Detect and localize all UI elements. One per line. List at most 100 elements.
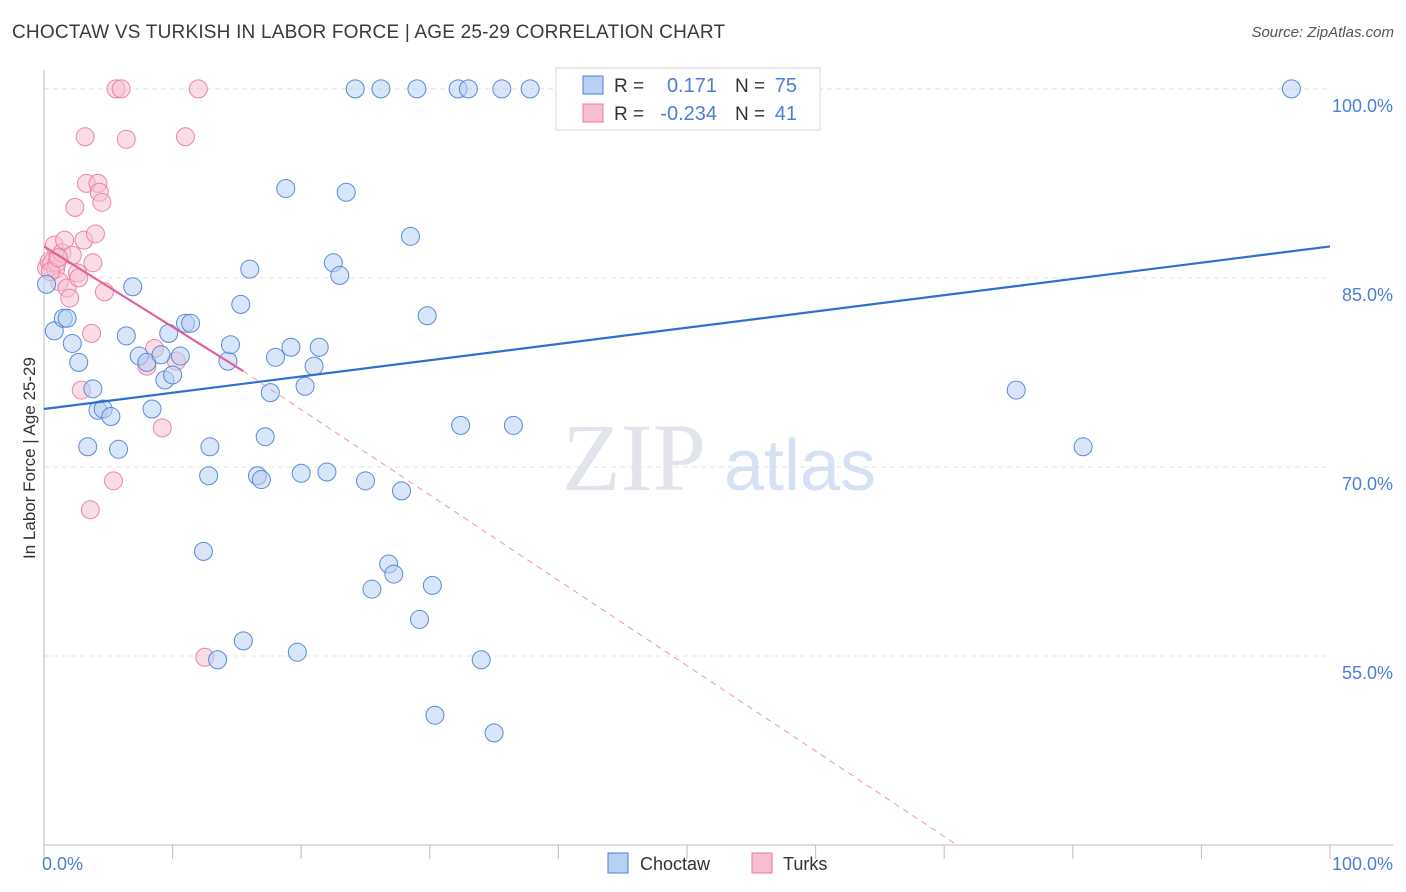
turks-point (175, 127, 195, 147)
choctaw-point (425, 705, 445, 725)
turks-point (75, 127, 95, 147)
choctaw-point (37, 274, 57, 294)
x-tick-labels: 0.0% 100.0% (42, 854, 1393, 874)
choctaw-point (410, 609, 430, 629)
choctaw-point (193, 541, 213, 561)
choctaw-point (407, 79, 427, 99)
choctaw-point (123, 277, 143, 297)
choctaw-point (240, 259, 260, 279)
choctaw-point (451, 415, 471, 435)
choctaw-point (265, 347, 285, 367)
stats-legend-n-value-choctaw: 75 (775, 75, 797, 97)
choctaw-point (291, 463, 311, 483)
turks-point (116, 129, 136, 149)
choctaw-point (255, 427, 275, 447)
choctaw-point (330, 265, 350, 285)
choctaw-point (251, 470, 271, 490)
choctaw-point (295, 376, 315, 396)
stats-legend: R = 0.171 N = 75 R = -0.234 N = 41 (555, 67, 821, 131)
choctaw-point (422, 575, 442, 595)
choctaw-point (384, 564, 404, 584)
y-tick-label: 85.0% (1342, 285, 1393, 305)
turks-point (83, 253, 103, 273)
turks-point (103, 471, 123, 491)
turks-point (82, 323, 102, 343)
choctaw-point (309, 337, 329, 357)
choctaw-point (317, 462, 337, 482)
y-tick-label: 100.0% (1332, 96, 1393, 116)
choctaw-point (62, 333, 82, 353)
choctaw-point (471, 650, 491, 670)
choctaw-point (163, 365, 183, 385)
y-tick-label: 70.0% (1342, 474, 1393, 494)
y-tick-labels: 55.0% 70.0% 85.0% 100.0% (1332, 96, 1393, 683)
y-axis-label: In Labor Force | Age 25-29 (20, 357, 39, 559)
turks-point (85, 224, 105, 244)
stats-legend-swatch-choctaw (582, 75, 604, 95)
x-tick-label-min: 0.0% (42, 854, 83, 874)
choctaw-point (101, 407, 121, 427)
series-legend-label-choctaw: Choctaw (640, 854, 711, 874)
choctaw-point (362, 579, 382, 599)
choctaw-point (281, 337, 301, 357)
watermark-atlas: atlas (724, 426, 876, 506)
stats-legend-r-value-turks: -0.234 (660, 103, 717, 125)
stats-legend-swatch-turks (582, 103, 604, 123)
choctaw-point (57, 308, 77, 328)
choctaw-point (304, 356, 324, 376)
turks-point (188, 79, 208, 99)
choctaw-point (159, 323, 179, 343)
chart-title: CHOCTAW VS TURKISH IN LABOR FORCE | AGE … (12, 22, 726, 43)
choctaw-point (1006, 380, 1026, 400)
chart-source: Source: ZipAtlas.com (1251, 24, 1394, 41)
choctaw-point (401, 226, 421, 246)
x-tick-label-max: 100.0% (1332, 854, 1393, 874)
choctaw-point (287, 642, 307, 662)
turks-point (65, 197, 85, 217)
choctaw-point (520, 79, 540, 99)
choctaw-point (345, 79, 365, 99)
choctaw-point (78, 437, 98, 457)
stats-legend-n-label-turks: N = (735, 104, 765, 125)
series-legend-swatch-turks (751, 852, 773, 874)
choctaw-point (170, 346, 190, 366)
x-tick-marks (43, 845, 1331, 859)
choctaw-point (220, 335, 240, 355)
choctaw-point (260, 383, 280, 403)
choctaw-point (1073, 437, 1093, 457)
trend-lines (43, 245, 1331, 846)
choctaw-point (276, 178, 296, 198)
turks-point (60, 288, 80, 308)
choctaw-point (371, 79, 391, 99)
choctaw-point (142, 399, 162, 419)
choctaw-point (151, 345, 171, 365)
stats-legend-r-value-choctaw: 0.171 (667, 75, 717, 97)
choctaw-trend-line (43, 245, 1331, 411)
series-legend: Choctaw Turks (607, 852, 827, 874)
choctaw-point (392, 481, 412, 501)
watermark-zip: ZIP (562, 404, 706, 511)
choctaw-point (492, 79, 512, 99)
choctaw-point (69, 352, 89, 372)
series-legend-label-turks: Turks (783, 854, 827, 874)
y-tick-label: 55.0% (1342, 663, 1393, 683)
choctaw-point (233, 631, 253, 651)
choctaw-point (231, 294, 251, 314)
watermark: ZIP atlas (562, 404, 876, 511)
stats-legend-r-label-turks: R = (614, 104, 644, 125)
choctaw-point (484, 723, 504, 743)
choctaw-point (208, 650, 228, 670)
turks-point (152, 418, 172, 438)
choctaw-point (336, 182, 356, 202)
axes (43, 70, 1393, 846)
stats-legend-r-label-choctaw: R = (614, 76, 644, 97)
turks-trend-line (43, 245, 244, 373)
stats-legend-n-value-turks: 41 (775, 103, 797, 125)
choctaw-points (37, 79, 1301, 743)
choctaw-point (417, 306, 437, 326)
choctaw-point (116, 326, 136, 346)
choctaw-point (199, 466, 219, 486)
turks-points (37, 79, 215, 667)
choctaw-point (503, 415, 523, 435)
